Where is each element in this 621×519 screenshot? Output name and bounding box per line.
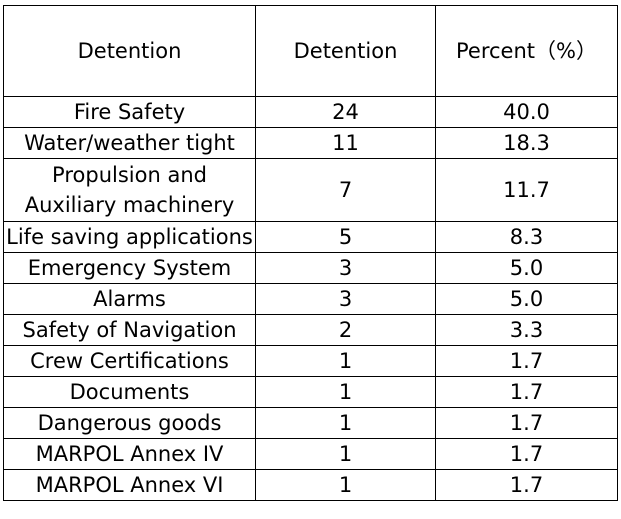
table-row: Documents 1 1.7 [3, 376, 618, 408]
table-header: Detention Detention Percent（%） [3, 5, 618, 97]
table-row: MARPOL Annex VI 1 1.7 [3, 469, 618, 501]
item-cell: Emergency System [3, 252, 256, 284]
table-row: Safety of Navigation 2 3.3 [3, 314, 618, 346]
header-cell: Detention [3, 5, 256, 97]
item-cell: Safety of Navigation [3, 314, 256, 346]
table-row: Emergency System 3 5.0 [3, 252, 618, 284]
percent-cell: 1.7 [435, 407, 618, 439]
count-cell: 1 [255, 469, 436, 501]
count-cell: 3 [255, 283, 436, 315]
table-row: Crew Certifications 1 1.7 [3, 345, 618, 377]
percent-cell: 11.7 [435, 158, 618, 222]
count-cell: 24 [255, 96, 436, 128]
percent-cell: 1.7 [435, 376, 618, 408]
count-cell: 1 [255, 345, 436, 377]
item-cell: Crew Certifications [3, 345, 256, 377]
item-cell: Water/weather tight [3, 127, 256, 159]
percent-cell: 3.3 [435, 314, 618, 346]
item-cell: Dangerous goods [3, 407, 256, 439]
item-cell: MARPOL Annex VI [3, 469, 256, 501]
percent-cell: 18.3 [435, 127, 618, 159]
table-row: Dangerous goods 1 1.7 [3, 407, 618, 439]
count-cell: 2 [255, 314, 436, 346]
detention-table: Detention Detention Percent（%） Fire Safe… [3, 5, 618, 501]
count-cell: 7 [255, 158, 436, 222]
item-cell: Fire Safety [3, 96, 256, 128]
count-cell: 1 [255, 438, 436, 470]
table-row: Fire Safety 24 40.0 [3, 96, 618, 128]
item-cell: Life saving applications [3, 221, 256, 253]
percent-cell: 1.7 [435, 469, 618, 501]
table-row: Water/weather tight 11 18.3 [3, 127, 618, 159]
table-row: Life saving applications 5 8.3 [3, 221, 618, 253]
item-cell: Alarms [3, 283, 256, 315]
count-cell: 1 [255, 407, 436, 439]
count-cell: 11 [255, 127, 436, 159]
percent-cell: 5.0 [435, 283, 618, 315]
header-cell: Detention [255, 5, 436, 97]
count-cell: 5 [255, 221, 436, 253]
item-cell: Documents [3, 376, 256, 408]
count-cell: 1 [255, 376, 436, 408]
percent-cell: 1.7 [435, 438, 618, 470]
table-row: MARPOL Annex IV 1 1.7 [3, 438, 618, 470]
header-cell: Percent（%） [435, 5, 618, 97]
table-row: Alarms 3 5.0 [3, 283, 618, 315]
percent-cell: 8.3 [435, 221, 618, 253]
table-body: Fire Safety 24 40.0 Water/weather tight 11 18… [3, 96, 618, 501]
percent-cell: 5.0 [435, 252, 618, 284]
percent-cell: 1.7 [435, 345, 618, 377]
header-row: Detention Detention Percent（%） [3, 5, 618, 97]
item-cell: MARPOL Annex IV [3, 438, 256, 470]
percent-cell: 40.0 [435, 96, 618, 128]
table-row: Propulsion and Auxiliary machinery 7 11.7 [3, 158, 618, 222]
count-cell: 3 [255, 252, 436, 284]
item-cell: Propulsion and Auxiliary machinery [3, 158, 256, 222]
